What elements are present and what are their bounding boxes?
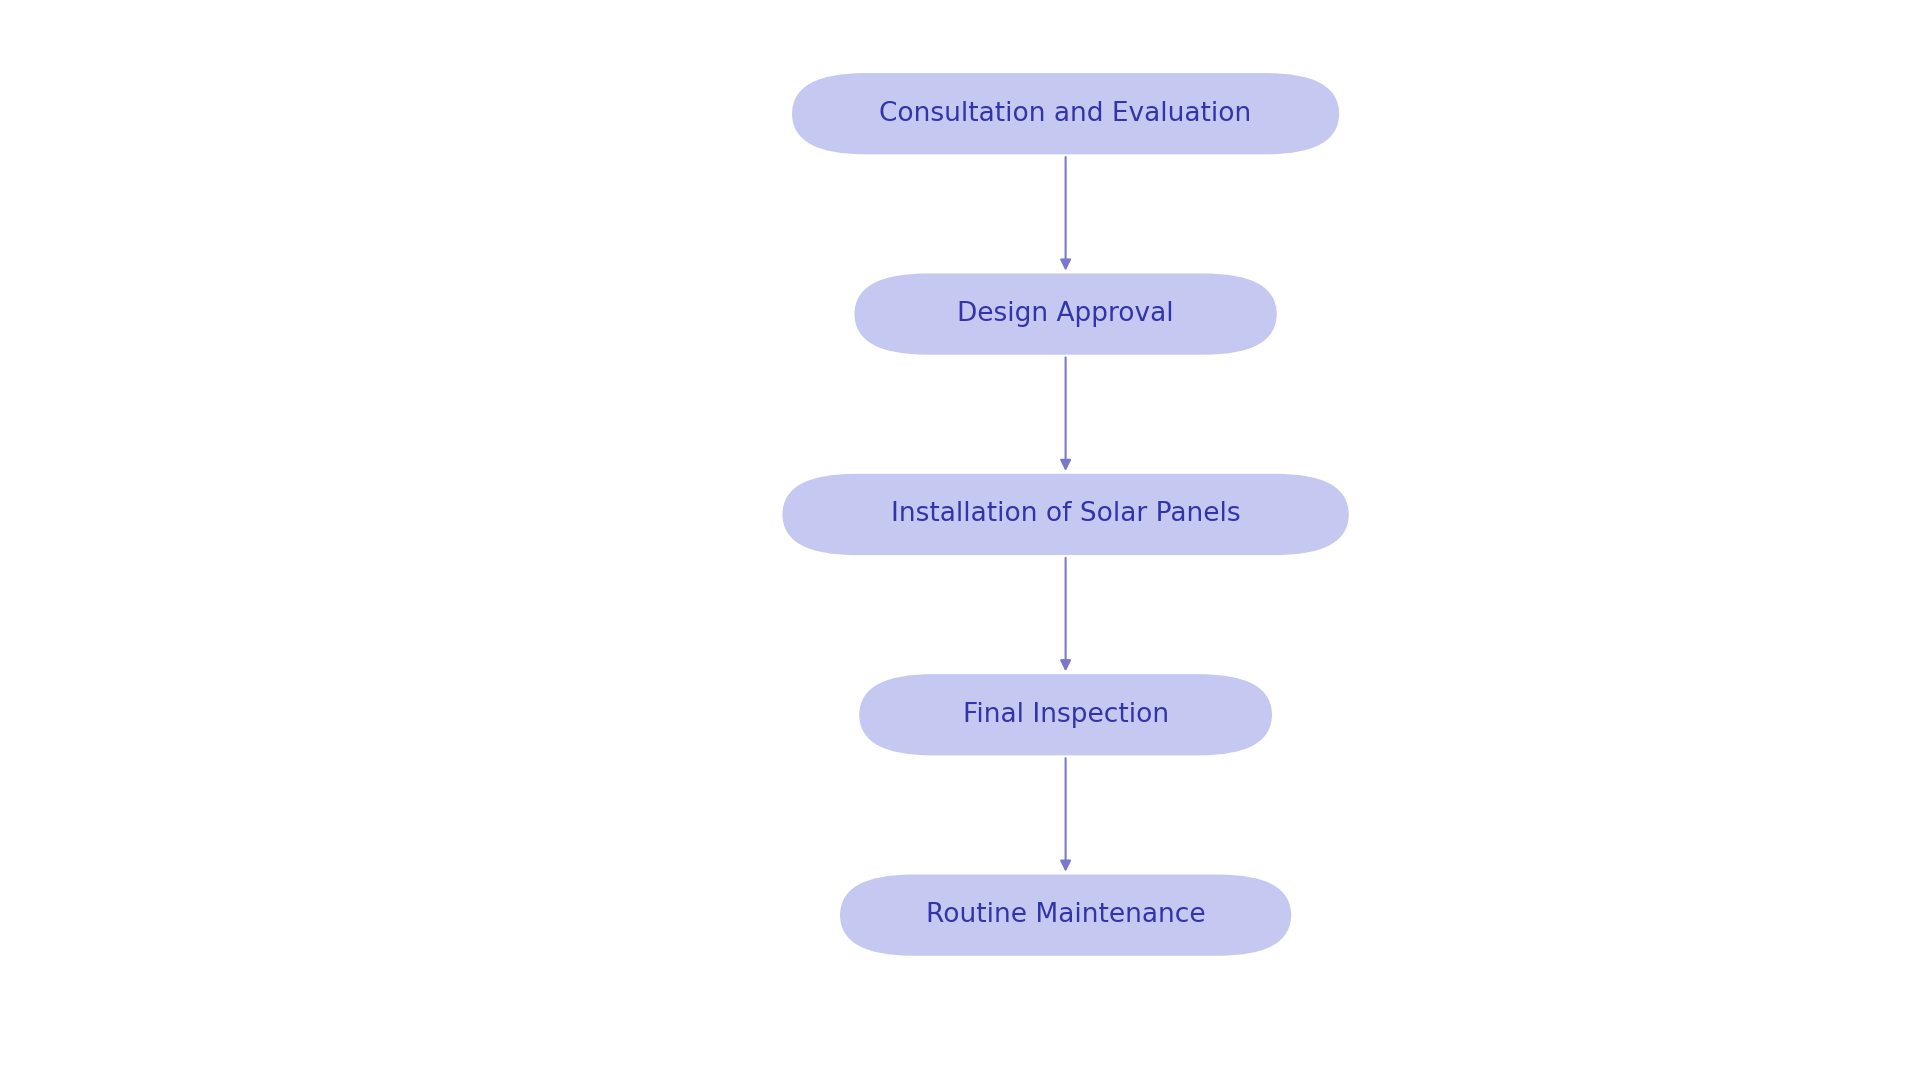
Text: Final Inspection: Final Inspection [962, 702, 1169, 728]
FancyBboxPatch shape [783, 474, 1350, 554]
FancyBboxPatch shape [854, 274, 1277, 355]
Text: Consultation and Evaluation: Consultation and Evaluation [879, 101, 1252, 127]
FancyBboxPatch shape [793, 74, 1340, 155]
FancyBboxPatch shape [860, 674, 1273, 755]
Text: Installation of Solar Panels: Installation of Solar Panels [891, 501, 1240, 527]
Text: Routine Maintenance: Routine Maintenance [925, 902, 1206, 928]
Text: Design Approval: Design Approval [958, 301, 1173, 327]
FancyBboxPatch shape [841, 875, 1292, 955]
